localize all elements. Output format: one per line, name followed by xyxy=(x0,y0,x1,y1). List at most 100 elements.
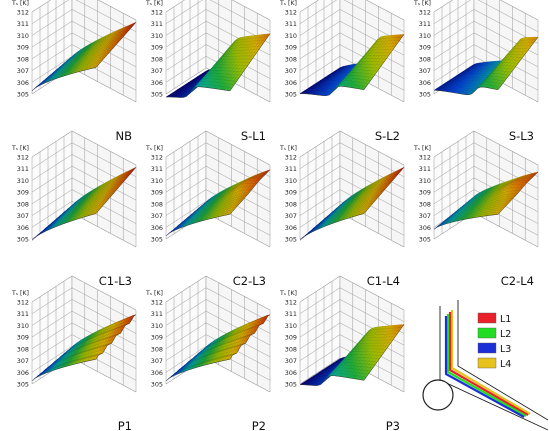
surface-panel-c2-l4: 305 306 307 308 309 310 311 312 Tₛ [K] C2-L4 xyxy=(413,130,539,288)
z-tick-label: 308 xyxy=(151,200,163,208)
z-tick-label: 306 xyxy=(285,79,297,87)
z-tick-label: 310 xyxy=(285,177,297,185)
z-tick-labels: 305 306 307 308 309 310 311 312 xyxy=(151,154,163,244)
z-tick-label: 305 xyxy=(151,381,163,389)
panel-label: C1-L3 xyxy=(99,274,132,288)
temperature-surface xyxy=(433,36,539,95)
z-tick-label: 307 xyxy=(151,212,163,220)
z-tick-label: 310 xyxy=(419,177,431,185)
legend-label-l4: L4 xyxy=(500,359,511,370)
z-tick-label: 310 xyxy=(285,322,297,330)
z-tick-label: 307 xyxy=(419,67,431,75)
z-tick-label: 312 xyxy=(285,9,297,17)
z-tick-label: 308 xyxy=(285,200,297,208)
z-tick-label: 309 xyxy=(285,334,297,342)
z-tick-label: 308 xyxy=(151,345,163,353)
surface-panel-nb: 305 306 307 308 309 310 311 312 Tₛ [K] NB xyxy=(11,0,137,143)
z-tick-label: 310 xyxy=(419,32,431,40)
z-tick-label: 312 xyxy=(17,9,29,17)
z-tick-label: 305 xyxy=(17,381,29,389)
z-tick-label: 307 xyxy=(17,212,29,220)
z-tick-label: 311 xyxy=(151,310,163,318)
z-tick-label: 309 xyxy=(285,44,297,52)
legend-swatch-l2 xyxy=(477,327,497,339)
z-tick-label: 306 xyxy=(285,224,297,232)
z-tick-label: 312 xyxy=(285,299,297,307)
z-tick-label: 310 xyxy=(17,177,29,185)
legend-swatch-l4 xyxy=(477,357,497,369)
z-axis-label: Tₛ [K] xyxy=(413,0,431,7)
z-tick-labels: 305 306 307 308 309 310 311 312 xyxy=(17,154,29,244)
surface-panel-s-l1: 305 306 307 308 309 310 311 312 Tₛ [K] S-L1 xyxy=(145,0,271,143)
z-tick-label: 305 xyxy=(419,236,431,244)
panel-label: S-L2 xyxy=(375,129,400,143)
z-tick-label: 308 xyxy=(419,200,431,208)
z-axis-label: Tₛ [K] xyxy=(279,0,297,7)
z-tick-labels: 305 306 307 308 309 310 311 312 xyxy=(151,299,163,389)
z-tick-label: 306 xyxy=(151,79,163,87)
z-tick-labels: 305 306 307 308 309 310 311 312 xyxy=(151,9,163,99)
legend-swatch-l1 xyxy=(477,312,497,324)
legend-panel: L1 L2 L3 L4 xyxy=(422,300,549,431)
z-axis-label: Tₛ [K] xyxy=(279,145,297,152)
temperature-surface xyxy=(165,33,271,98)
panel-label: P1 xyxy=(118,419,132,431)
z-tick-label: 308 xyxy=(17,200,29,208)
surface-panel-c1-l4: 305 306 307 308 309 310 311 312 Tₛ [K] C1-L4 xyxy=(279,130,405,288)
z-axis-label: Tₛ [K] xyxy=(413,145,431,152)
z-tick-label: 308 xyxy=(17,345,29,353)
temperature-surface xyxy=(165,314,271,382)
temperature-surface xyxy=(31,22,137,92)
z-tick-label: 312 xyxy=(151,154,163,162)
tube-circle xyxy=(422,379,454,411)
z-tick-label: 306 xyxy=(17,79,29,87)
z-tick-label: 308 xyxy=(17,55,29,63)
z-tick-label: 312 xyxy=(17,299,29,307)
z-axis-label: Tₛ [K] xyxy=(11,290,29,297)
z-tick-label: 305 xyxy=(419,91,431,99)
z-tick-label: 309 xyxy=(151,44,163,52)
temperature-surface xyxy=(299,167,405,241)
z-tick-label: 309 xyxy=(285,189,297,197)
surface-panel-p2: 305 306 307 308 309 310 311 312 Tₛ [K] P2 xyxy=(145,275,271,431)
z-tick-labels: 305 306 307 308 309 310 311 312 xyxy=(285,9,297,99)
z-tick-label: 310 xyxy=(151,32,163,40)
surface-panel-s-l3: 305 306 307 308 309 310 311 312 Tₛ [K] S-L3 xyxy=(413,0,539,143)
z-tick-labels: 305 306 307 308 309 310 311 312 xyxy=(285,154,297,244)
panel-label: S-L3 xyxy=(509,129,534,143)
z-tick-label: 305 xyxy=(285,236,297,244)
z-tick-labels: 305 306 307 308 309 310 311 312 xyxy=(17,9,29,99)
z-tick-label: 311 xyxy=(285,20,297,28)
z-tick-label: 310 xyxy=(17,322,29,330)
z-tick-label: 308 xyxy=(285,55,297,63)
layer-strip xyxy=(444,316,525,418)
z-tick-label: 308 xyxy=(151,55,163,63)
z-axis-label: Tₛ [K] xyxy=(11,0,29,7)
temperature-surface xyxy=(299,34,405,96)
panel-label: NB xyxy=(116,129,133,143)
layer-strip xyxy=(446,314,527,417)
surface-panel-s-l2: 305 306 307 308 309 310 311 312 Tₛ [K] S-L2 xyxy=(279,0,405,143)
z-axis-label: Tₛ [K] xyxy=(145,145,163,152)
z-tick-labels: 305 306 307 308 309 310 311 312 xyxy=(419,9,431,99)
z-tick-label: 311 xyxy=(17,165,29,173)
surface-panel-c2-l3: 305 306 307 308 309 310 311 312 Tₛ [K] C2-L3 xyxy=(145,130,271,288)
z-tick-label: 305 xyxy=(285,381,297,389)
z-tick-label: 312 xyxy=(419,9,431,17)
z-tick-label: 311 xyxy=(17,310,29,318)
z-tick-label: 306 xyxy=(419,224,431,232)
z-tick-labels: 305 306 307 308 309 310 311 312 xyxy=(17,299,29,389)
z-tick-label: 308 xyxy=(285,345,297,353)
z-tick-label: 307 xyxy=(151,357,163,365)
panel-label: C2-L3 xyxy=(233,274,266,288)
z-tick-label: 311 xyxy=(151,20,163,28)
z-tick-label: 310 xyxy=(151,177,163,185)
z-axis-label: Tₛ [K] xyxy=(145,290,163,297)
z-tick-label: 311 xyxy=(419,165,431,173)
layer-strip xyxy=(448,312,529,416)
z-tick-labels: 305 306 307 308 309 310 311 312 xyxy=(419,154,431,244)
z-tick-label: 306 xyxy=(17,369,29,377)
z-tick-label: 310 xyxy=(285,32,297,40)
axis-box xyxy=(433,130,539,248)
surface-panel-p1: 305 306 307 308 309 310 311 312 Tₛ [K] P1 xyxy=(11,275,137,431)
